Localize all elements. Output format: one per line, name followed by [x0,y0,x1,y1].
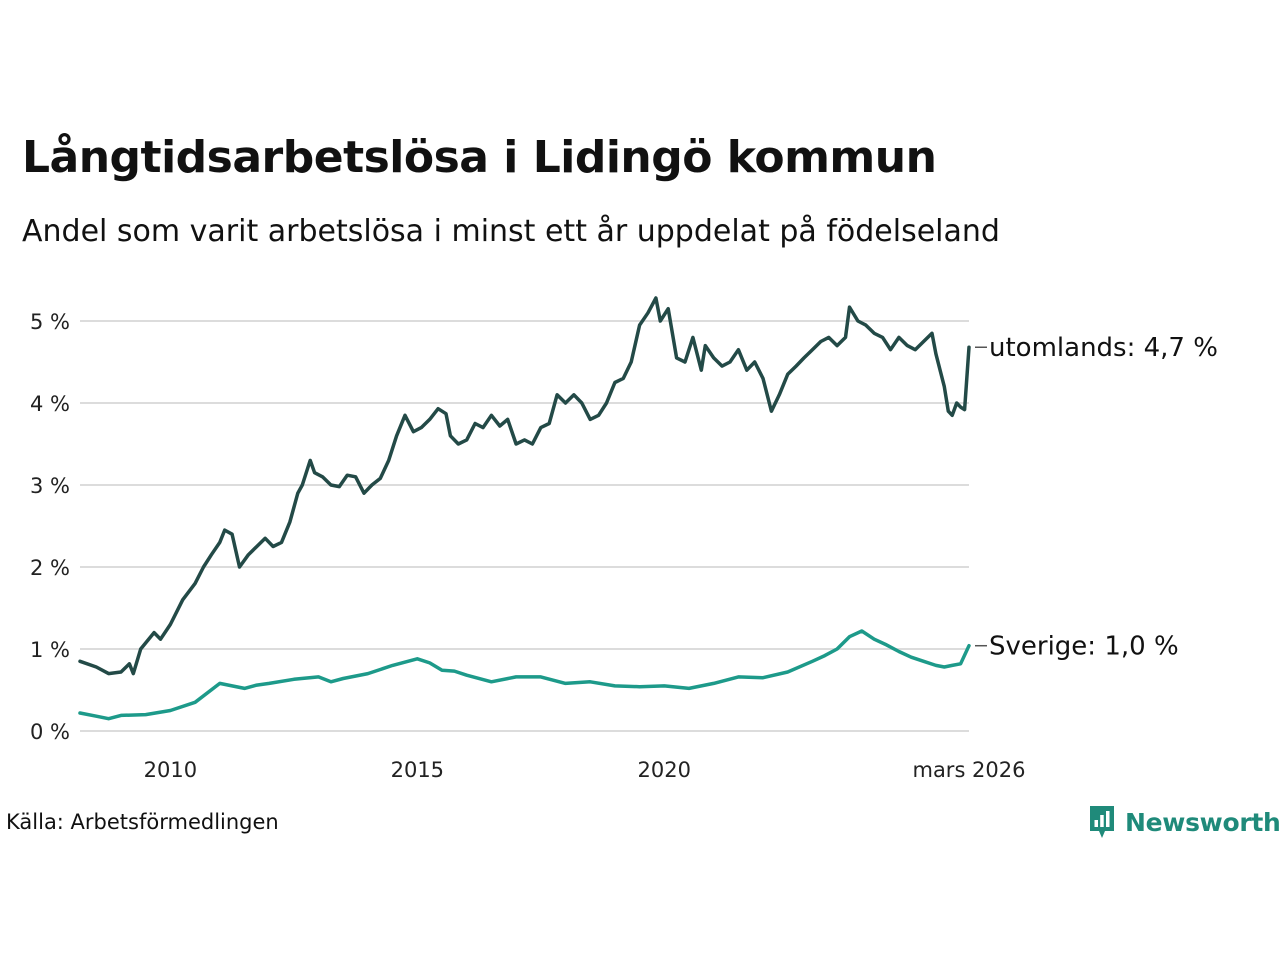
newsworthy-logo-icon [1090,806,1114,838]
x-axis: 2010 2015 2020 mars 2026 [144,758,1026,782]
gridlines [80,320,969,732]
x-tick-label: mars 2026 [912,758,1025,782]
y-tick-label: 3 % [30,474,70,498]
y-tick-label: 2 % [30,556,70,580]
y-tick-label: 5 % [30,310,70,334]
chart-subtitle: Andel som varit arbetslösa i minst ett å… [22,214,1000,249]
y-tick-label: 1 % [30,638,70,662]
end-label-sverige: Sverige: 1,0 % [989,632,1179,662]
end-label-utomlands: utomlands: 4,7 % [989,333,1218,363]
series-line-sverige [78,629,971,721]
y-tick-label: 0 % [30,720,70,744]
x-tick-label: 2015 [391,758,444,782]
y-tick-label: 4 % [30,392,70,416]
end-labels: utomlands: 4,7 % Sverige: 1,0 % [975,333,1218,662]
brand-name: Newsworthy [1125,807,1280,837]
x-tick-label: 2020 [638,758,691,782]
series-line-utomlands [78,296,971,676]
chart-title: Långtidsarbetslösa i Lidingö kommun [22,132,937,183]
series-lines [78,296,971,721]
source-note: Källa: Arbetsförmedlingen [6,810,279,834]
y-axis: 0 % 1 % 2 % 3 % 4 % 5 % [30,310,70,744]
newsworthy-logo[interactable]: Newsworthy [1088,804,1280,840]
x-tick-label: 2010 [144,758,197,782]
